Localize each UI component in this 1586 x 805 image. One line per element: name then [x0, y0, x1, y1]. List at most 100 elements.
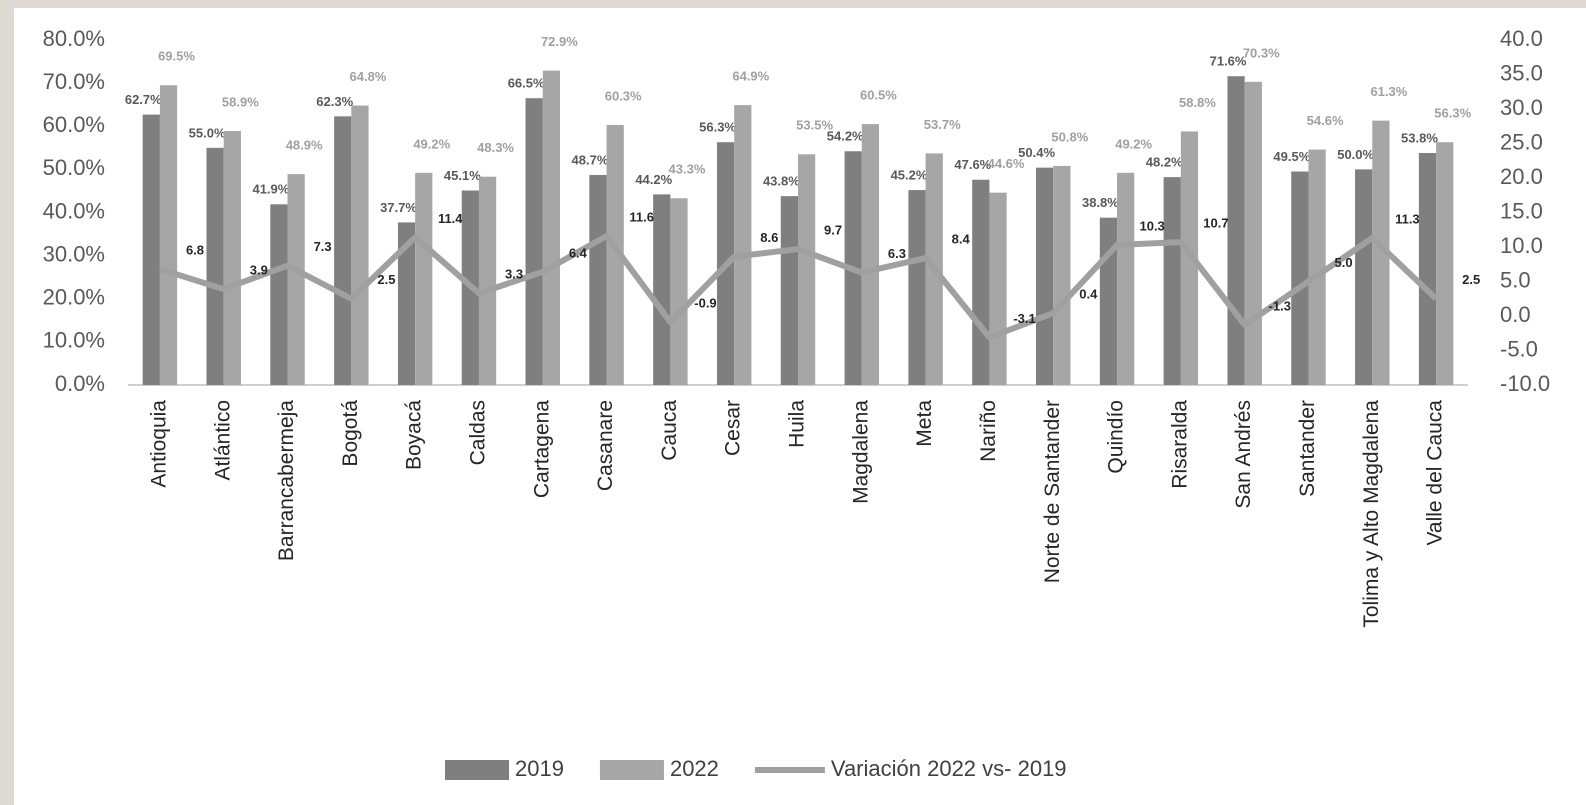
y2-tick-label: 35.0 [1500, 60, 1543, 85]
x-tick-label: Santander [1296, 400, 1319, 497]
line-label: -0.9 [694, 296, 716, 311]
line-label: 9.7 [824, 223, 842, 238]
bar-label: 37.7% [380, 200, 417, 215]
line-label: -3.1 [1013, 311, 1035, 326]
y2-tick-label: 30.0 [1500, 95, 1543, 120]
bar [1436, 142, 1454, 385]
bar [989, 192, 1007, 385]
x-tick-label: Atlántico [211, 400, 234, 481]
line-label: 6.8 [186, 243, 204, 258]
y-tick-label: 60.0% [43, 112, 105, 137]
y-tick-label: 30.0% [43, 241, 105, 266]
y-tick-label: 80.0% [43, 26, 105, 51]
bar-label: 43.8% [763, 174, 800, 189]
bar-label: 50.4% [1018, 145, 1055, 160]
bar-label: 48.9% [286, 138, 323, 153]
legend-swatch [599, 760, 664, 780]
x-tick-label: Risaralda [1168, 400, 1191, 489]
bar [206, 147, 224, 385]
bar [1418, 152, 1437, 385]
line-label: 2.5 [1462, 272, 1480, 287]
bar [542, 70, 560, 386]
y2-tick-label: 40.0 [1500, 26, 1543, 51]
x-tick-label: Meta [913, 400, 936, 447]
bar [670, 198, 688, 385]
bar [351, 105, 369, 386]
x-tick-label: Cesar [722, 400, 745, 456]
bar [1291, 171, 1309, 385]
bar [1244, 81, 1262, 386]
line-label: 3.3 [505, 267, 523, 282]
bar-label: 55.0% [189, 125, 226, 140]
bar [415, 172, 433, 385]
x-tick-label: Cauca [658, 400, 681, 461]
bar [606, 124, 624, 386]
bar [1099, 217, 1118, 385]
line-label: 7.3 [314, 239, 332, 254]
bar [1227, 76, 1245, 385]
bar-label: 61.3% [1370, 84, 1407, 99]
bar-label: 53.5% [796, 118, 833, 133]
bar-label: 48.3% [477, 140, 514, 155]
bar [478, 176, 497, 385]
legend-label: Variación 2022 vs- 2019 [831, 756, 1067, 781]
bar-label: 70.3% [1243, 45, 1280, 60]
line-label: 8.4 [952, 231, 971, 246]
chart-background [14, 8, 1586, 805]
bar-label: 45.2% [891, 168, 928, 183]
bar-label: 44.6% [988, 156, 1025, 171]
y2-tick-label: 25.0 [1500, 129, 1543, 154]
legend-label: 2019 [515, 756, 564, 781]
bar-label: 60.5% [860, 88, 897, 103]
bar [653, 194, 671, 385]
bar-label: 38.8% [1082, 195, 1119, 210]
bar [1117, 172, 1135, 385]
bar-label: 66.5% [508, 76, 545, 91]
bar-label: 45.1% [444, 168, 481, 183]
line-label: 0.4 [1079, 287, 1098, 302]
bar-label: 64.9% [732, 69, 769, 84]
y-tick-label: 50.0% [43, 155, 105, 180]
x-tick-label: Magdalena [849, 400, 872, 504]
x-tick-label: Nariño [977, 400, 1000, 462]
bar [223, 130, 241, 385]
x-tick-label: Antioquia [147, 400, 170, 488]
bar [861, 124, 880, 385]
bar [589, 174, 607, 385]
x-tick-label: Cartagena [530, 400, 553, 498]
bar-label: 49.2% [413, 136, 450, 151]
y2-tick-label: 15.0 [1500, 198, 1543, 223]
bar-label: 54.6% [1307, 113, 1344, 128]
bar [734, 105, 752, 386]
bar [525, 98, 543, 385]
x-tick-label: Quindío [1105, 400, 1128, 474]
bar-label: 62.7% [125, 92, 162, 107]
bar [1355, 169, 1373, 385]
bar [780, 196, 798, 385]
bar-label: 53.7% [924, 117, 961, 132]
y-tick-label: 70.0% [43, 69, 105, 94]
x-tick-label: Casanare [594, 400, 617, 491]
bar [397, 222, 416, 385]
line-label: 11.3 [1395, 211, 1420, 226]
bar [334, 116, 352, 386]
bar-label: 53.8% [1401, 130, 1438, 145]
bar [1036, 167, 1054, 385]
bar [159, 85, 178, 385]
line-label: 5.0 [1335, 255, 1353, 270]
y2-tick-label: 0.0 [1500, 302, 1531, 327]
x-tick-label: Bogotá [339, 400, 362, 467]
legend-swatch [445, 760, 509, 780]
bar-label: 44.2% [635, 172, 672, 187]
line-label: 3.9 [250, 263, 268, 278]
y2-tick-label: 5.0 [1500, 267, 1531, 292]
x-tick-label: Tolima y Alto Magdalena [1360, 400, 1383, 628]
bar-label: 50.0% [1337, 147, 1374, 162]
y2-tick-label: 10.0 [1500, 233, 1543, 258]
legend-label: 2022 [670, 756, 719, 781]
x-tick-label: Huila [786, 400, 809, 448]
line-label: 6.3 [888, 246, 906, 261]
y-tick-label: 20.0% [43, 285, 105, 310]
bar-label: 58.9% [222, 94, 259, 109]
